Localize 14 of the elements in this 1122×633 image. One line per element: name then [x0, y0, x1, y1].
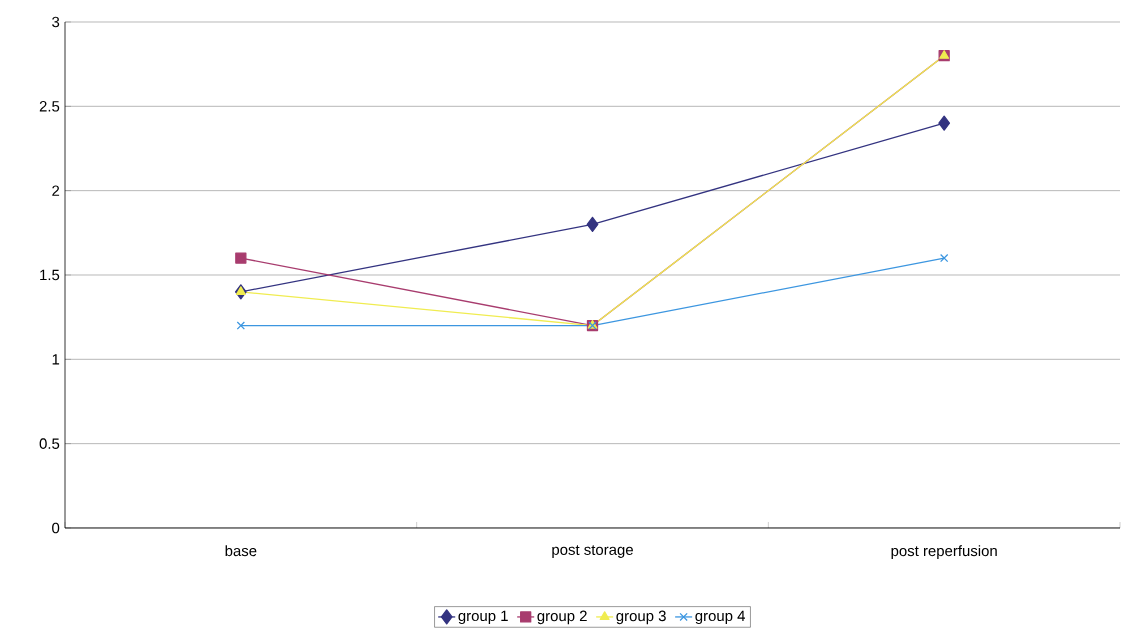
legend-label: group 3 — [616, 610, 666, 625]
legend-label: group 1 — [458, 610, 508, 625]
y-tick-label: 1.5 — [40, 269, 60, 281]
y-tick-label: 1 — [52, 354, 60, 365]
y-tick-label: 2.5 — [39, 101, 60, 112]
x-tick-label: post storage — [552, 545, 633, 558]
y-tick-label: 2 — [52, 185, 60, 196]
y-tick-label: 0 — [52, 522, 60, 534]
legend-label: group 2 — [537, 610, 587, 625]
y-tick-label: 3 — [52, 16, 60, 28]
x-tick-label: base — [225, 545, 257, 557]
legend-label: group 4 — [695, 610, 746, 625]
y-tick-label: 0.5 — [39, 438, 60, 449]
x-tick-label: post reperfusion — [891, 545, 997, 560]
